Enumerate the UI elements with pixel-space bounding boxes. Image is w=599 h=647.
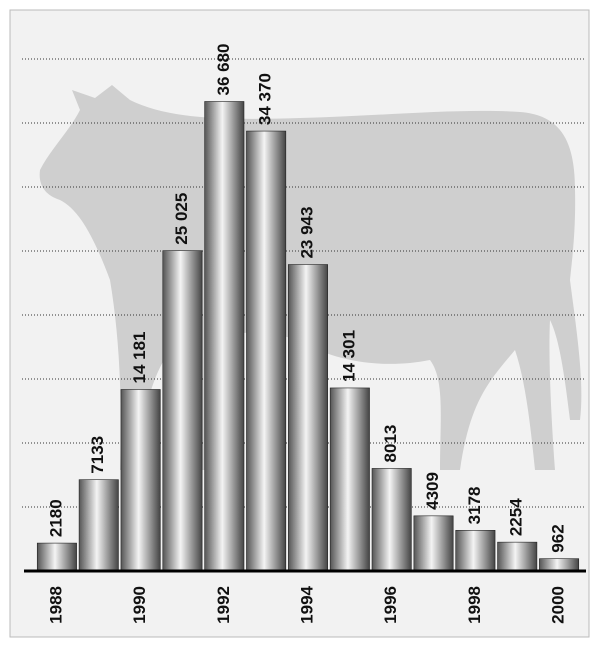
bar — [413, 515, 454, 572]
bar — [371, 468, 412, 572]
bar — [162, 250, 203, 572]
value-label: 36 680 — [214, 43, 233, 95]
x-tick-label: 1996 — [381, 586, 400, 624]
x-tick-label: 1994 — [297, 585, 316, 623]
bar — [246, 130, 287, 572]
value-label: 23 943 — [297, 207, 316, 259]
bar — [455, 530, 496, 572]
value-label: 3178 — [465, 486, 484, 524]
x-tick-label: 1992 — [214, 586, 233, 624]
value-label: 8013 — [381, 425, 400, 463]
bar — [539, 558, 580, 572]
value-label: 2254 — [507, 498, 526, 536]
bar — [204, 101, 245, 572]
bar — [329, 387, 370, 572]
value-label: 34 370 — [256, 73, 275, 125]
value-label: 4309 — [423, 472, 442, 510]
bar — [497, 541, 538, 572]
value-label: 14 301 — [339, 330, 358, 382]
value-label: 14 181 — [130, 331, 149, 383]
value-label: 2180 — [46, 499, 65, 537]
value-label: 7133 — [88, 436, 107, 474]
x-tick-label: 1998 — [465, 586, 484, 624]
x-tick-label: 1990 — [130, 586, 149, 624]
bar — [78, 479, 119, 572]
value-label: 25 025 — [172, 193, 191, 245]
x-tick-label: 2000 — [549, 586, 568, 624]
value-label: 962 — [549, 524, 568, 552]
bar — [36, 542, 77, 572]
bar — [288, 264, 328, 572]
x-tick-label: 1988 — [46, 586, 65, 624]
bar — [120, 389, 161, 572]
